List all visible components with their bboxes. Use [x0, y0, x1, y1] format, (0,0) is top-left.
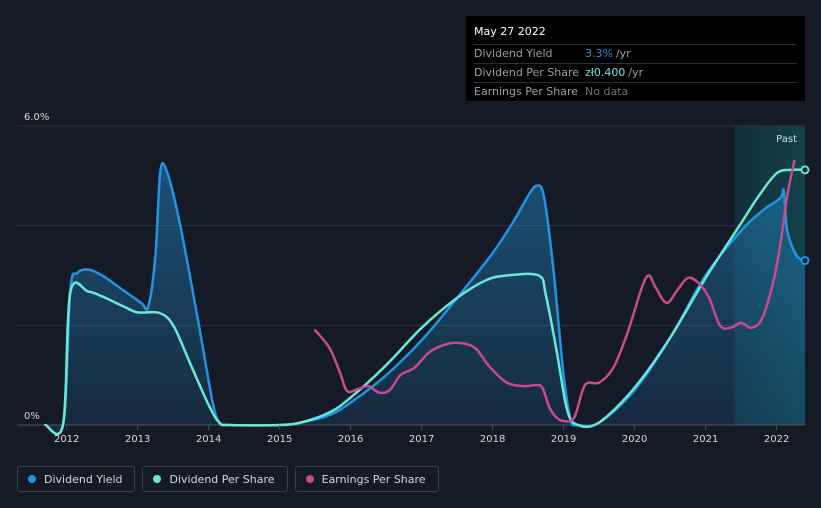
tooltip-value: zł0.400: [585, 66, 626, 79]
tooltip-label: Earnings Per Share: [474, 85, 579, 98]
tooltip-row-dividend-per-share: Dividend Per Share zł0.400 /yr: [474, 63, 797, 82]
tooltip-row-dividend-yield: Dividend Yield 3.3% /yr: [474, 44, 797, 63]
end-marker-dps: [800, 165, 810, 175]
series-area-yield: [45, 163, 805, 435]
series-line-yield: [44, 161, 807, 436]
tooltip-row-earnings-per-share: Earnings Per Share No data: [474, 82, 797, 101]
x-tick-label: 2019: [551, 434, 576, 445]
chart-area: 6.0% 0% 2012 2013 2014 2015 2016 2017 2018 2019 20…: [17, 112, 810, 445]
legend-dot-icon: [153, 475, 162, 483]
past-label: Past: [776, 134, 797, 145]
legend: Dividend Yield Dividend Per Share Earnin…: [17, 466, 446, 492]
tooltip-date: May 27 2022: [474, 25, 546, 38]
tooltip-no-data: No data: [585, 85, 629, 98]
legend-item-dividend-yield[interactable]: Dividend Yield: [17, 466, 136, 492]
x-tick-label: 2021: [693, 434, 718, 445]
legend-dot-icon: [305, 475, 314, 483]
tooltip-unit: /yr: [615, 47, 631, 60]
x-tick-label: 2012: [54, 434, 79, 445]
x-tick-label: 2018: [480, 434, 505, 445]
series-line-dps: [44, 168, 807, 436]
x-tick-label: 2015: [267, 434, 292, 445]
x-tick-label: 2016: [338, 434, 363, 445]
x-tick-label: 2013: [125, 434, 150, 445]
legend-label: Earnings Per Share: [321, 472, 426, 486]
tooltip-label: Dividend Yield: [474, 47, 553, 60]
legend-item-earnings-per-share[interactable]: Earnings Per Share: [294, 466, 439, 492]
series-line-eps: [313, 159, 796, 423]
end-marker-yield: [800, 256, 810, 266]
x-tick-label: 2020: [622, 434, 647, 445]
tooltip-value: 3.3%: [585, 47, 613, 60]
tooltip-panel: May 27 2022 Dividend Yield 3.3% /yr Divi…: [466, 16, 805, 101]
y-tick-label: 0%: [24, 411, 40, 422]
legend-label: Dividend Per Share: [169, 472, 275, 486]
legend-label: Dividend Yield: [44, 472, 123, 486]
y-tick-label: 6.0%: [24, 112, 49, 123]
tooltip-label: Dividend Per Share: [474, 66, 580, 79]
x-tick-label: 2014: [196, 434, 221, 445]
x-tick-label: 2022: [764, 434, 789, 445]
x-tick-label: 2017: [409, 434, 434, 445]
legend-dot-icon: [28, 475, 36, 483]
tooltip-unit: /yr: [628, 66, 644, 79]
legend-item-dividend-per-share[interactable]: Dividend Per Share: [142, 466, 288, 492]
